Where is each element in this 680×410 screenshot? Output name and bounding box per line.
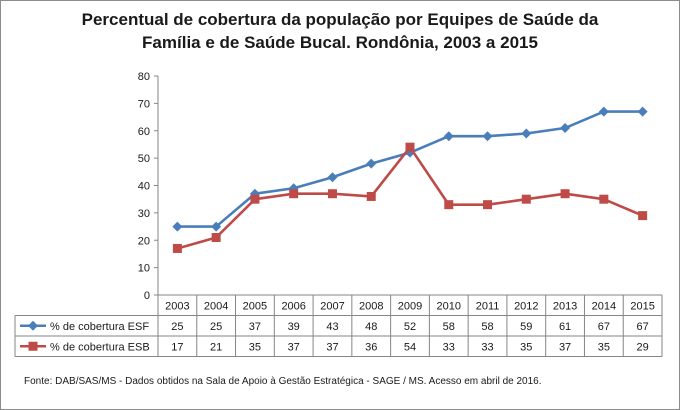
data-table-value: 58 bbox=[443, 321, 455, 333]
data-point-marker bbox=[482, 131, 493, 142]
x-tick-label: 2003 bbox=[165, 301, 189, 313]
x-tick-label: 2006 bbox=[281, 301, 305, 313]
data-table-value: 25 bbox=[171, 321, 183, 333]
data-point-marker bbox=[327, 189, 337, 199]
data-table-value: 59 bbox=[520, 321, 532, 333]
data-table-value: 58 bbox=[481, 321, 493, 333]
data-table-value: 61 bbox=[559, 321, 571, 333]
data-point-marker bbox=[637, 106, 648, 117]
chart-title-line-2: Família e de Saúde Bucal. Rondônia, 2003… bbox=[142, 33, 538, 52]
data-point-marker bbox=[250, 194, 260, 204]
y-tick-label: 70 bbox=[138, 98, 150, 110]
data-table-value: 17 bbox=[171, 342, 183, 354]
data-table-value: 67 bbox=[636, 321, 648, 333]
data-table-value: 35 bbox=[598, 342, 610, 354]
data-point-marker bbox=[598, 106, 609, 117]
data-point-marker bbox=[366, 158, 377, 169]
data-table-value: 48 bbox=[365, 321, 377, 333]
x-tick-label: 2013 bbox=[553, 301, 577, 313]
data-table-value: 52 bbox=[404, 321, 416, 333]
y-tick-label: 10 bbox=[138, 263, 150, 275]
y-tick-label: 50 bbox=[138, 153, 150, 165]
series-line-2 bbox=[177, 145, 644, 250]
data-point-marker bbox=[443, 131, 454, 142]
data-point-marker bbox=[289, 189, 299, 199]
data-table-value: 35 bbox=[520, 342, 532, 354]
data-table-value: 54 bbox=[404, 342, 416, 354]
x-tick-label: 2008 bbox=[359, 301, 383, 313]
data-point-marker bbox=[638, 211, 648, 221]
x-tick-label: 2014 bbox=[592, 301, 616, 313]
legend-label-1: % de cobertura ESF bbox=[50, 321, 149, 333]
data-table-value: 43 bbox=[326, 321, 338, 333]
data-table-value: 67 bbox=[598, 321, 610, 333]
data-table-value: 21 bbox=[210, 342, 222, 354]
data-table-value: 33 bbox=[443, 342, 455, 354]
data-table-value: 39 bbox=[288, 321, 300, 333]
source-note: Fonte: DAB/SAS/MS - Dados obtidos na Sal… bbox=[24, 376, 542, 387]
x-tick-label: 2015 bbox=[630, 301, 654, 313]
y-tick-label: 30 bbox=[138, 208, 150, 220]
x-tick-label: 2012 bbox=[514, 301, 538, 313]
y-tick-label: 80 bbox=[138, 71, 150, 83]
data-point-marker bbox=[444, 200, 454, 210]
y-tick-label: 20 bbox=[138, 235, 150, 247]
data-point-marker bbox=[211, 221, 222, 232]
series-line-1 bbox=[177, 110, 643, 228]
data-table-value: 37 bbox=[559, 342, 571, 354]
legend-marker-1 bbox=[28, 320, 38, 331]
data-point-marker bbox=[366, 191, 376, 201]
data-point-marker bbox=[172, 221, 183, 232]
x-tick-label: 2009 bbox=[398, 301, 422, 313]
data-table-value: 37 bbox=[249, 321, 261, 333]
y-tick-label: 0 bbox=[144, 290, 150, 302]
x-tick-label: 2007 bbox=[320, 301, 344, 313]
data-point-marker bbox=[327, 172, 338, 183]
x-tick-label: 2011 bbox=[476, 301, 500, 313]
legend-label-2: % de cobertura ESB bbox=[50, 341, 150, 353]
data-table-value: 35 bbox=[249, 342, 261, 354]
data-point-marker bbox=[560, 123, 571, 134]
data-table-value: 37 bbox=[326, 342, 338, 354]
data-table-value: 36 bbox=[365, 342, 377, 354]
x-tick-label: 2010 bbox=[437, 301, 461, 313]
chart-title-line-1: Percentual de cobertura da população por… bbox=[81, 10, 599, 29]
chart-title: Percentual de cobertura da população por… bbox=[40, 8, 640, 54]
data-point-marker bbox=[560, 189, 570, 199]
data-point-marker bbox=[211, 233, 221, 243]
data-point-marker bbox=[172, 243, 182, 253]
data-point-marker bbox=[521, 128, 532, 139]
legend-marker-2 bbox=[28, 341, 38, 351]
x-tick-label: 2005 bbox=[243, 301, 267, 313]
data-table-value: 37 bbox=[288, 342, 300, 354]
data-table-value: 25 bbox=[210, 321, 222, 333]
x-tick-label: 2004 bbox=[204, 301, 228, 313]
data-point-marker bbox=[521, 194, 531, 204]
y-tick-label: 60 bbox=[138, 126, 150, 138]
y-tick-label: 40 bbox=[138, 181, 150, 193]
data-table-value: 29 bbox=[636, 342, 648, 354]
data-point-marker bbox=[483, 200, 493, 210]
data-point-marker bbox=[405, 142, 415, 152]
data-point-marker bbox=[599, 194, 609, 204]
data-table-value: 33 bbox=[481, 342, 493, 354]
